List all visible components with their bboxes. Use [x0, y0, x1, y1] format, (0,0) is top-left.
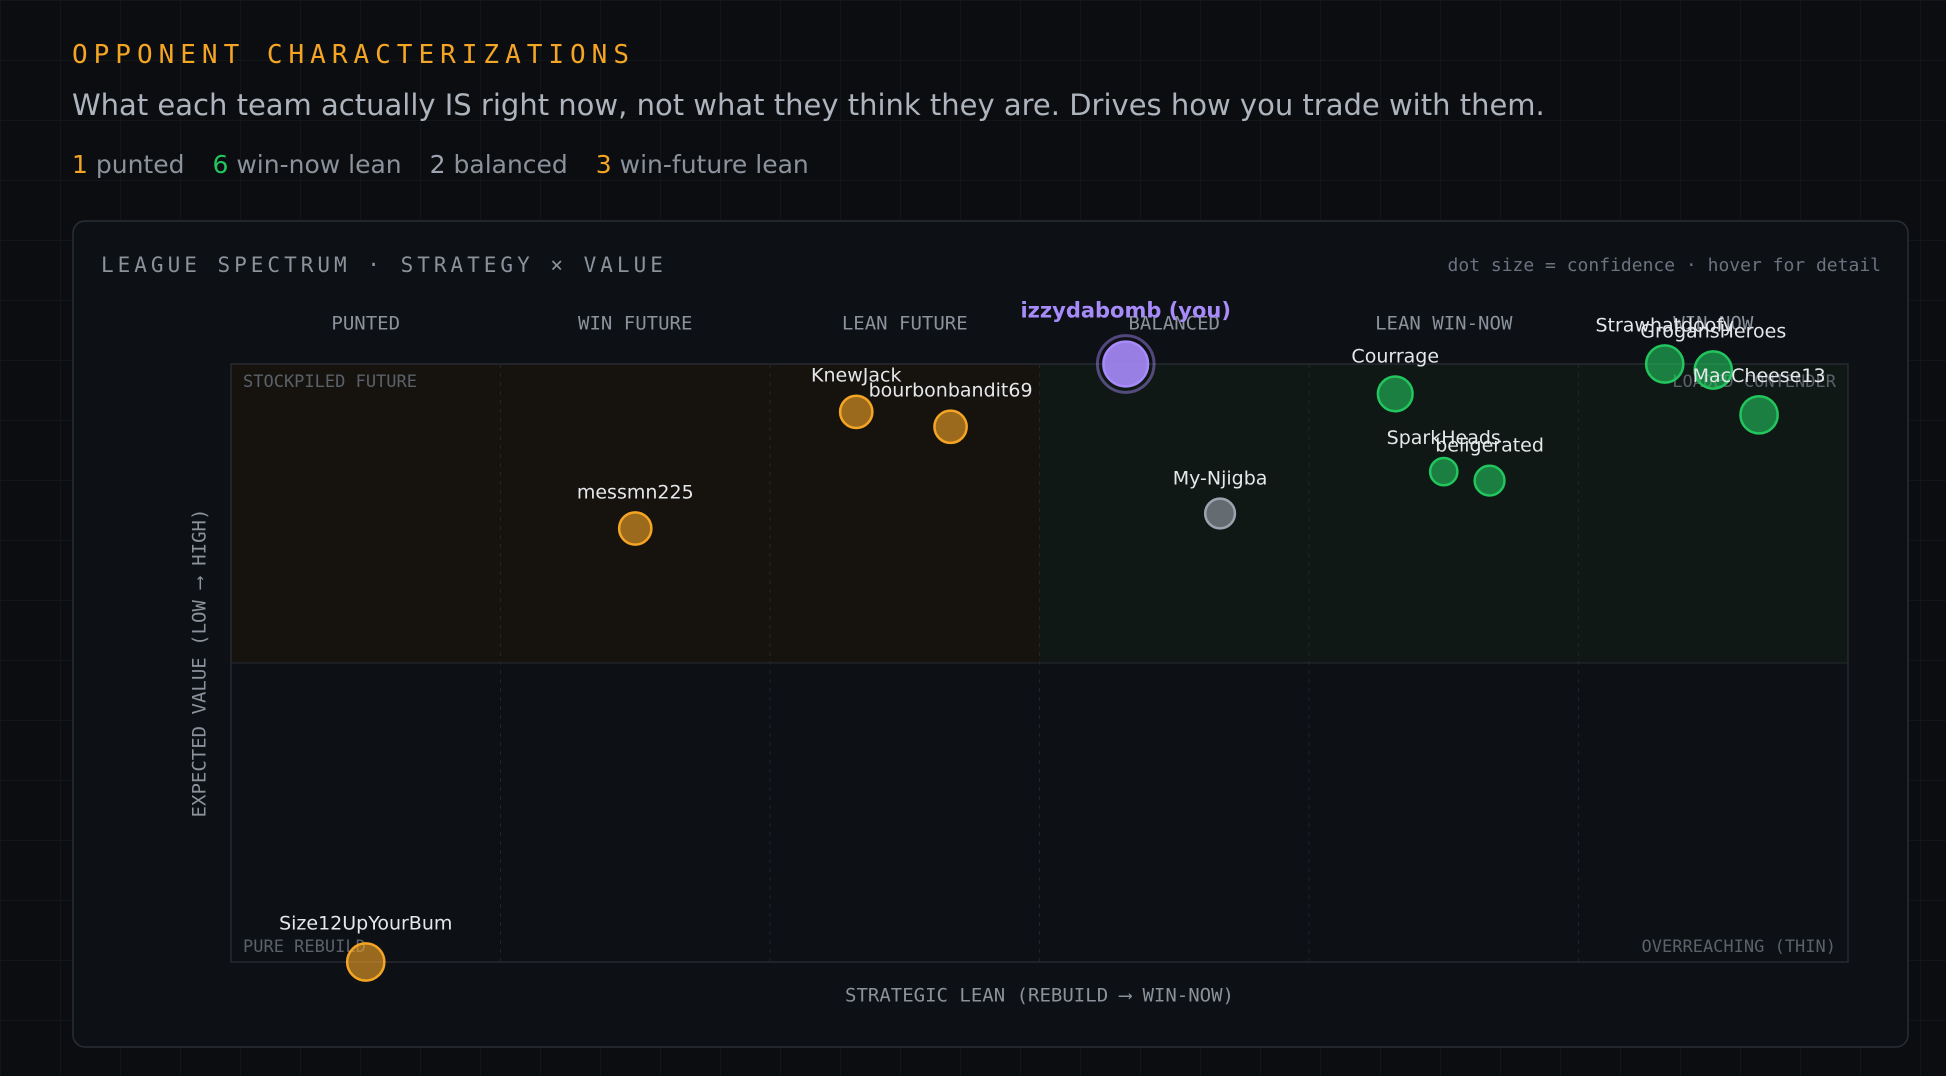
x-axis-label: STRATEGIC LEAN (REBUILD ⟶ WIN-NOW): [845, 985, 1234, 1007]
subtitle: What each team actually IS right now, no…: [72, 88, 1545, 122]
team-dot: [1102, 340, 1150, 388]
panel-note: dot size = confidence · hover for detail: [1448, 255, 1881, 276]
team-label: SparkHeads: [1387, 427, 1501, 449]
summary-count: 2: [429, 150, 446, 179]
summary-count: 6: [212, 150, 229, 179]
summary: 1 punted 6 win-now lean 2 balanced 3 win-fu…: [72, 150, 837, 179]
team-dot: [933, 409, 968, 445]
summary-label: win-future lean: [619, 150, 809, 179]
team-label: beligerated: [1435, 435, 1544, 457]
region-label: OVERREACHING (THIN): [1642, 937, 1836, 957]
summary-item: 1 punted: [72, 150, 184, 179]
region-label: STOCKPILED FUTURE: [243, 372, 417, 392]
title: OPPONENT CHARACTERIZATIONS: [72, 40, 635, 70]
team-dot: [345, 942, 386, 982]
summary-item: 3 win-future lean: [596, 150, 809, 179]
summary-label: win-now lean: [236, 150, 402, 179]
panel-title: LEAGUE SPECTRUM · STRATEGY × VALUE: [101, 253, 667, 277]
team-label: Strawhatdoofy: [1595, 314, 1734, 336]
team-dot: [1739, 394, 1779, 435]
team-dot: [1473, 464, 1506, 497]
team-label: bourbonbandit69: [869, 380, 1033, 402]
team-dot: [838, 394, 874, 430]
summary-label: punted: [95, 150, 185, 179]
you-ring: [1095, 334, 1156, 394]
region-shade: [1039, 364, 1848, 663]
summary-label: balanced: [453, 150, 568, 179]
team-label: Courrage: [1351, 346, 1439, 368]
summary-item: 2 balanced: [430, 150, 568, 179]
team-label: GrogansHeroes: [1640, 320, 1786, 342]
team-dot: [1644, 344, 1685, 384]
y-axis-label: EXPECTED VALUE (LOW ⟶ HIGH): [189, 509, 211, 818]
team-dot: [1428, 456, 1459, 487]
team-label: Size12UpYourBum: [279, 912, 452, 934]
column-label: WIN FUTURE: [578, 313, 692, 335]
team-dot: [617, 511, 653, 546]
column-label: PUNTED: [331, 313, 400, 335]
team-dot: [1693, 350, 1734, 390]
column-label: WIN NOW: [1673, 313, 1754, 335]
team-label: KnewJack: [811, 365, 901, 387]
column-label: LEAN FUTURE: [842, 313, 968, 335]
column-label: BALANCED: [1128, 313, 1220, 335]
team-dot: [1376, 375, 1414, 413]
summary-count: 3: [595, 150, 612, 179]
team-label: messmn225: [577, 481, 694, 503]
column-label: LEAN WIN-NOW: [1375, 313, 1513, 335]
team-label: My-Njigba: [1173, 468, 1268, 490]
region-label: PURE REBUILD: [243, 937, 366, 957]
team-label: MacCheese13: [1693, 365, 1826, 387]
summary-item: 6 win-now lean: [212, 150, 401, 179]
team-dot: [1203, 497, 1237, 530]
team-label: izzydabomb (you): [1020, 299, 1230, 323]
summary-count: 1: [72, 150, 88, 179]
